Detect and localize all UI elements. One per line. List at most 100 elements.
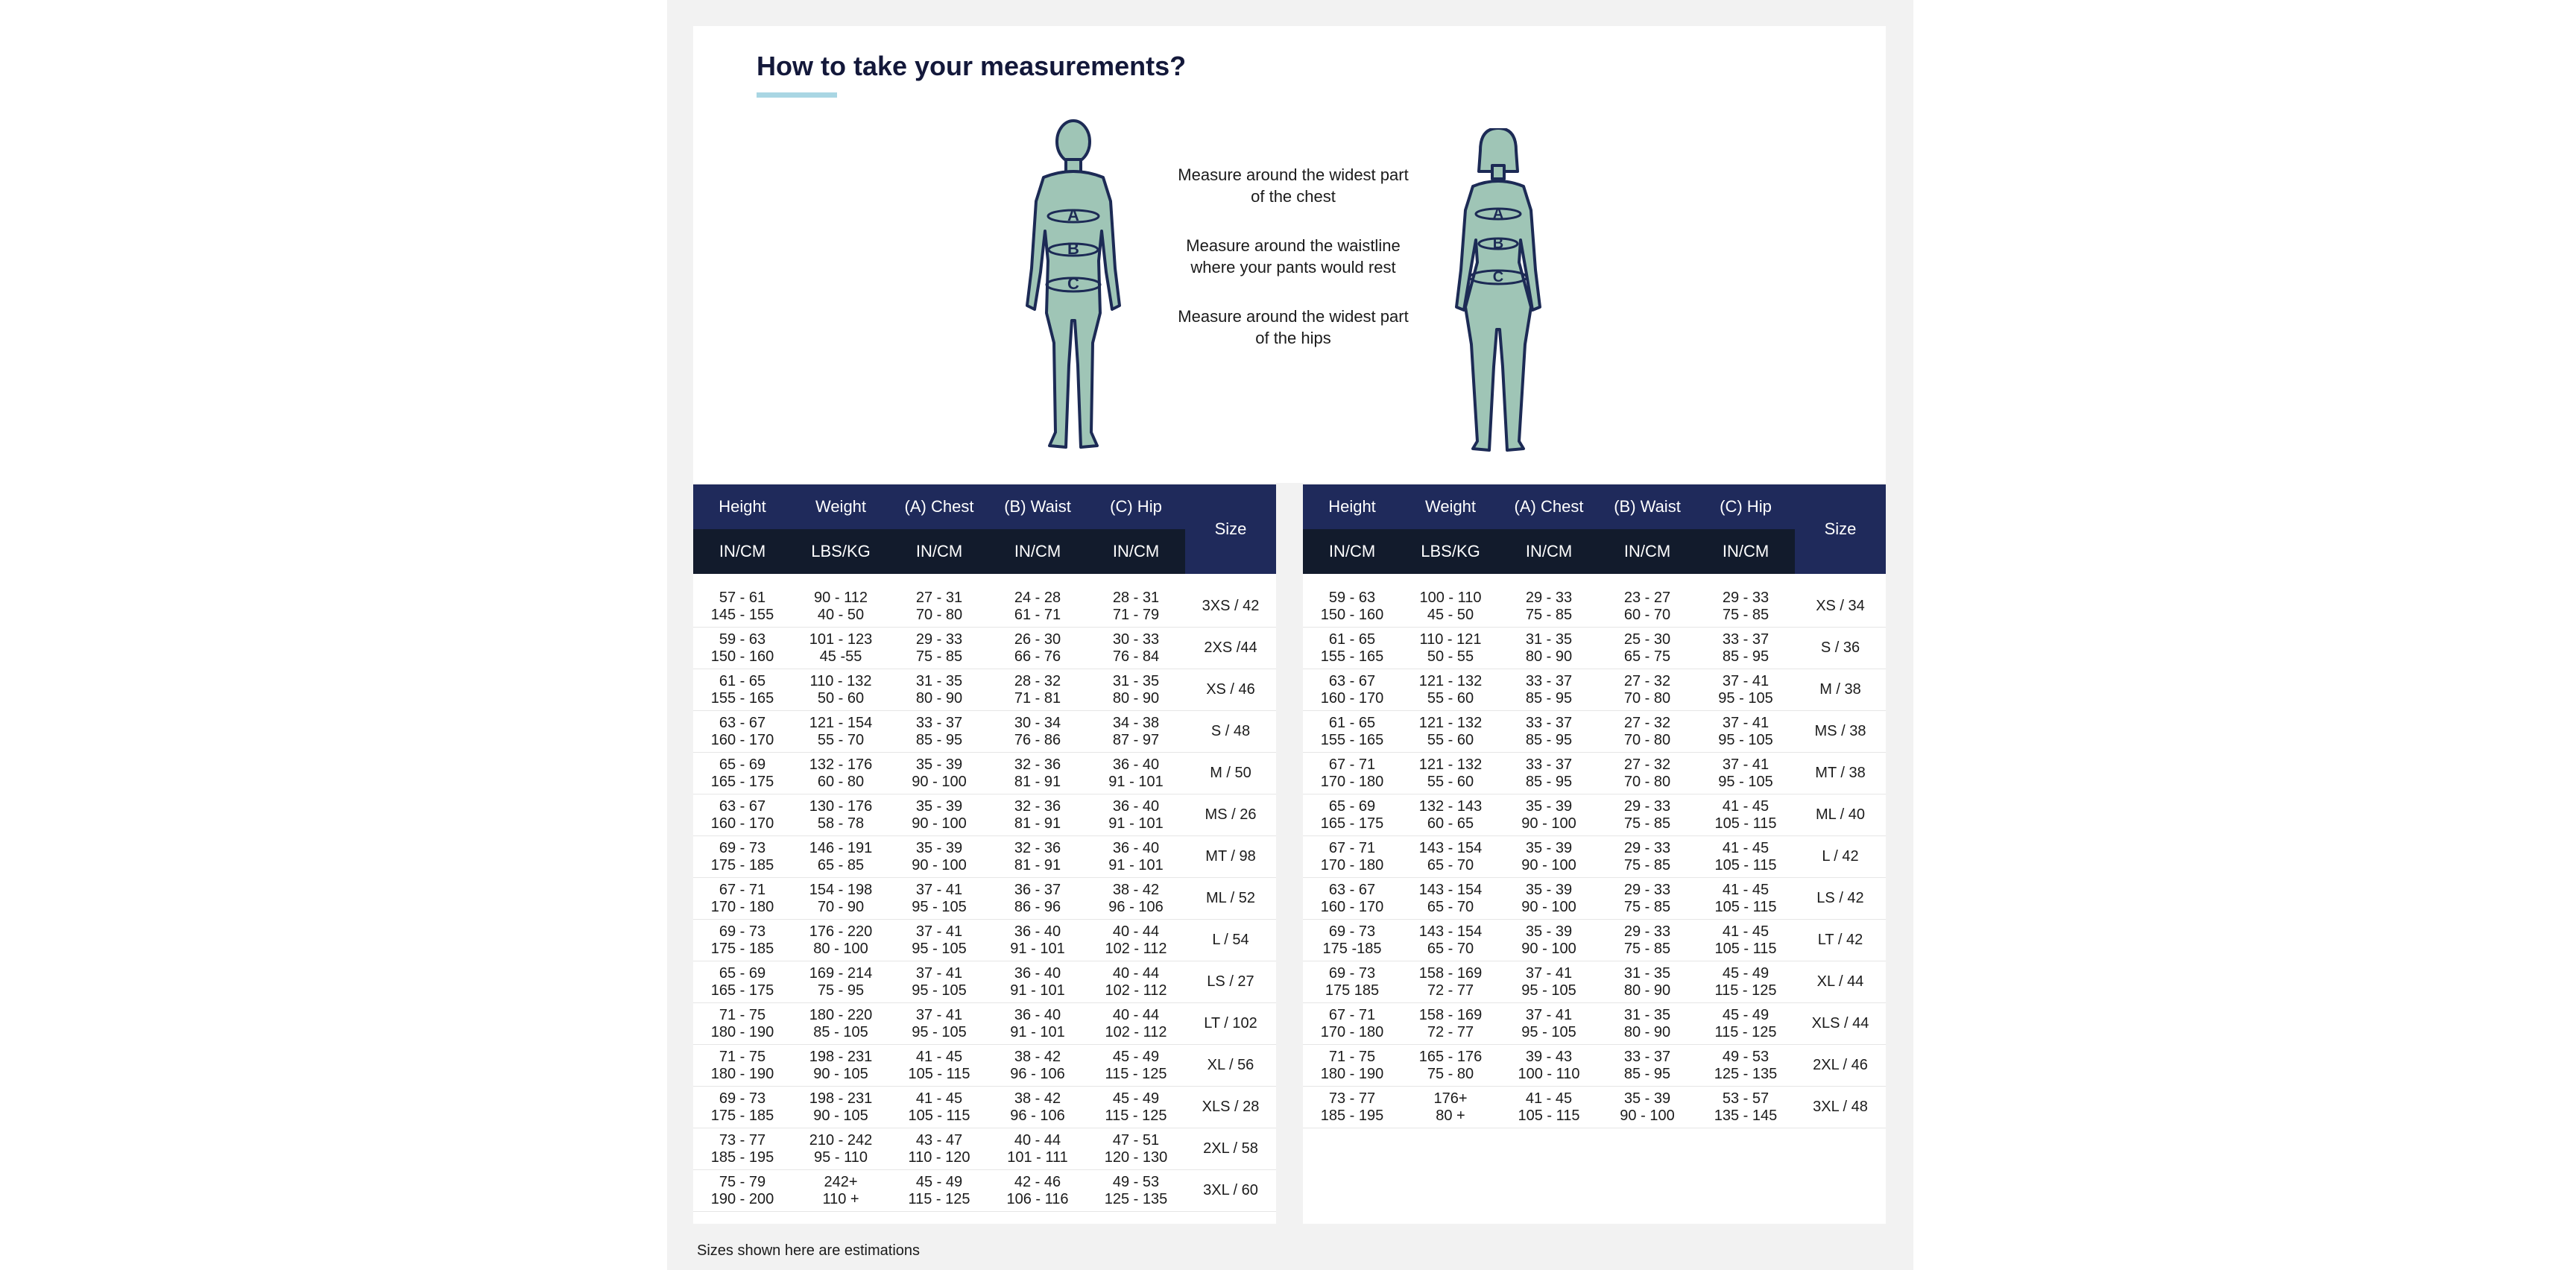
cell-waist: 29 - 33 75 - 85	[1598, 877, 1696, 920]
cell-weight: 101 - 123 45 -55	[792, 627, 890, 669]
cell-hip-metric: 76 - 84	[1112, 648, 1160, 665]
size-table-left: Height Weight (A) Chest (B) Waist (C) Hi…	[693, 484, 1276, 1212]
cell-weight-metric: 40 - 50	[817, 606, 865, 623]
col-hip: (C) Hip	[1696, 484, 1795, 529]
cell-weight-imperial: 143 - 154	[1418, 923, 1483, 940]
cell-size: MT / 38	[1795, 752, 1886, 794]
cell-hip: 40 - 44 102 - 112	[1087, 961, 1185, 1003]
cell-waist-imperial: 27 - 32	[1623, 714, 1671, 731]
cell-hip: 40 - 44 102 - 112	[1087, 919, 1185, 961]
cell-weight-imperial: 121 - 132	[1418, 672, 1483, 689]
cell-size: 2XS /44	[1185, 627, 1276, 669]
cell-chest-metric: 95 - 105	[1521, 1023, 1576, 1040]
cell-weight-imperial: 101 - 123	[809, 631, 873, 648]
cell-chest-imperial: 41 - 45	[1525, 1090, 1573, 1107]
cell-height: 65 - 69 165 - 175	[693, 752, 792, 794]
cell-weight-metric: 95 - 110	[814, 1149, 868, 1166]
cell-chest-imperial: 37 - 41	[915, 964, 963, 982]
cell-hip-metric: 115 - 125	[1105, 1065, 1167, 1082]
col-size: Size	[1185, 484, 1276, 574]
cell-hip: 45 - 49 115 - 125	[1696, 961, 1795, 1003]
cell-waist-imperial: 27 - 32	[1623, 756, 1671, 773]
cell-hip-imperial: 49 - 53	[1112, 1173, 1160, 1190]
table-spacer	[1303, 574, 1886, 586]
cell-height: 63 - 67 160 - 170	[1303, 669, 1401, 711]
size-table-right-container: Height Weight (A) Chest (B) Waist (C) Hi…	[1303, 484, 1886, 1224]
cell-height: 61 - 65 155 - 165	[1303, 710, 1401, 753]
col-weight: Weight	[1401, 484, 1500, 529]
cell-chest-imperial: 33 - 37	[915, 714, 963, 731]
cell-height-imperial: 69 - 73	[1328, 964, 1376, 982]
cell-hip-imperial: 41 - 45	[1722, 881, 1770, 898]
cell-height-imperial: 63 - 67	[719, 714, 766, 731]
cell-hip-imperial: 36 - 40	[1112, 839, 1160, 856]
cell-size: XS / 46	[1185, 669, 1276, 711]
cell-weight-imperial: 158 - 169	[1418, 1006, 1483, 1023]
cell-weight-imperial: 130 - 176	[809, 797, 873, 815]
cell-chest-metric: 90 - 100	[1521, 815, 1576, 832]
cell-waist-metric: 91 - 101	[1010, 982, 1065, 999]
cell-waist-metric: 75 - 85	[1623, 815, 1671, 832]
table-row: 67 - 71 170 - 180 121 - 132 55 - 60 33 - 37 8…	[1303, 752, 1886, 794]
male-label-c: C	[1067, 274, 1079, 293]
size-table-right-body: 59 - 63 150 - 160 100 - 110 45 - 50 29 - 33 7…	[1303, 574, 1886, 1128]
cell-waist: 26 - 30 66 - 76	[988, 627, 1087, 669]
cell-chest-metric: 90 - 100	[912, 815, 967, 832]
cell-size: L / 42	[1795, 835, 1886, 878]
cell-waist: 32 - 36 81 - 91	[988, 835, 1087, 878]
cell-hip-imperial: 30 - 33	[1112, 631, 1160, 648]
cell-hip-imperial: 37 - 41	[1722, 672, 1770, 689]
cell-chest-imperial: 35 - 39	[915, 839, 963, 856]
cell-chest-metric: 85 - 95	[1525, 773, 1573, 790]
cell-waist: 36 - 40 91 - 101	[988, 961, 1087, 1003]
cell-hip-imperial: 41 - 45	[1722, 923, 1770, 940]
cell-size: M / 38	[1795, 669, 1886, 711]
chest-instruction-line1: Measure around the widest part	[1178, 165, 1409, 184]
cell-weight: 100 - 110 45 - 50	[1401, 586, 1500, 628]
cell-weight: 90 - 112 40 - 50	[792, 586, 890, 628]
cell-height-imperial: 63 - 67	[1328, 881, 1376, 898]
cell-chest: 35 - 39 90 - 100	[1500, 919, 1598, 961]
cell-chest: 33 - 37 85 - 95	[890, 710, 988, 753]
table-row: 63 - 67 160 - 170 121 - 132 55 - 60 33 - 37 8…	[1303, 669, 1886, 711]
cell-chest-imperial: 37 - 41	[1525, 1006, 1573, 1023]
cell-waist: 28 - 32 71 - 81	[988, 669, 1087, 711]
unit-waist: IN/CM	[1598, 529, 1696, 574]
cell-height-imperial: 69 - 73	[719, 1090, 766, 1107]
hip-instruction-line2: of the hips	[1255, 329, 1331, 347]
cell-waist: 27 - 32 70 - 80	[1598, 710, 1696, 753]
cell-waist-imperial: 29 - 33	[1623, 839, 1671, 856]
cell-weight: 154 - 198 70 - 90	[792, 877, 890, 920]
cell-waist: 32 - 36 81 - 91	[988, 794, 1087, 836]
cell-height-imperial: 57 - 61	[719, 589, 766, 606]
table-row: 59 - 63 150 - 160 101 - 123 45 -55 29 - 33 75…	[693, 627, 1276, 669]
cell-height-imperial: 59 - 63	[1328, 589, 1376, 606]
cell-chest-imperial: 41 - 45	[915, 1090, 963, 1107]
cell-weight-metric: 55 - 60	[1427, 731, 1474, 748]
cell-hip-metric: 95 - 105	[1718, 773, 1773, 790]
cell-chest-metric: 95 - 105	[912, 940, 967, 957]
cell-weight-metric: 45 - 50	[1427, 606, 1474, 623]
cell-size: MS / 26	[1185, 794, 1276, 836]
cell-hip: 47 - 51 120 - 130	[1087, 1128, 1185, 1170]
cell-chest-metric: 105 - 115	[1518, 1107, 1580, 1124]
cell-hip-imperial: 31 - 35	[1112, 672, 1160, 689]
cell-hip: 41 - 45 105 - 115	[1696, 919, 1795, 961]
cell-weight-imperial: 154 - 198	[809, 881, 873, 898]
cell-waist: 36 - 40 91 - 101	[988, 1002, 1087, 1045]
cell-height-imperial: 69 - 73	[719, 839, 766, 856]
cell-weight: 198 - 231 90 - 105	[792, 1044, 890, 1087]
cell-height-metric: 180 - 190	[1320, 1065, 1384, 1082]
cell-weight: 143 - 154 65 - 70	[1401, 877, 1500, 920]
cell-weight-metric: 85 - 105	[813, 1023, 868, 1040]
col-weight: Weight	[792, 484, 890, 529]
male-label-a: A	[1067, 206, 1079, 224]
cell-hip-metric: 102 - 112	[1105, 982, 1167, 999]
cell-weight-imperial: 132 - 176	[809, 756, 873, 773]
cell-hip-metric: 96 - 106	[1108, 898, 1164, 915]
cell-size: L / 54	[1185, 919, 1276, 961]
cell-chest-metric: 110 - 120	[908, 1149, 970, 1166]
cell-height-imperial: 61 - 65	[719, 672, 766, 689]
cell-chest-imperial: 35 - 39	[915, 797, 963, 815]
cell-hip-imperial: 36 - 40	[1112, 797, 1160, 815]
